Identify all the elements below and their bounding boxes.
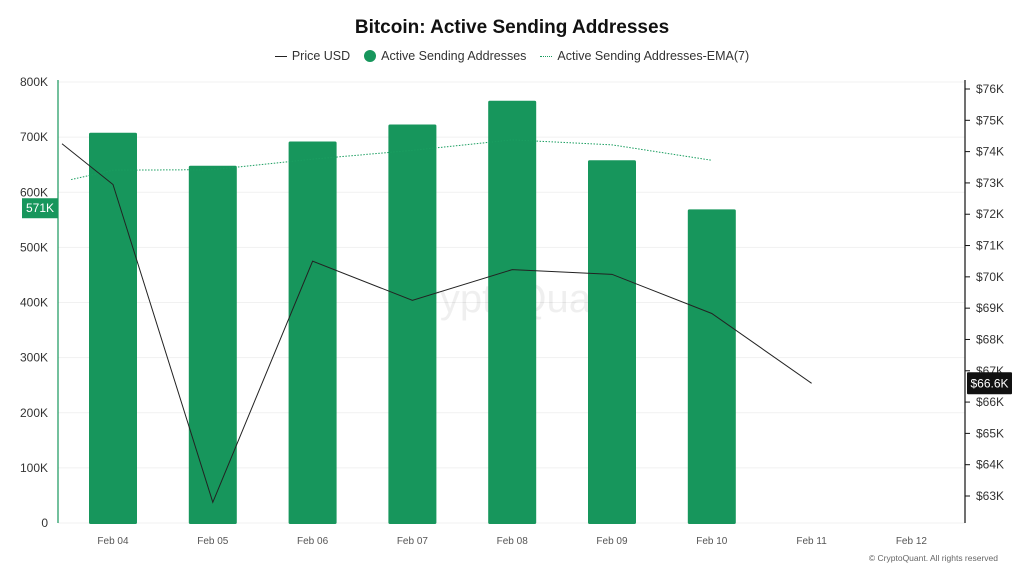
right-value-marker-label: $66.6K: [970, 376, 1008, 390]
bar-active-sending-addresses[interactable]: [188, 165, 237, 525]
x-tick-label: Feb 06: [297, 536, 329, 547]
y-right-tick-label: $73K: [976, 176, 1004, 190]
y-right-tick-label: $75K: [976, 113, 1004, 127]
y-left-tick-label: 700K: [20, 130, 48, 144]
bar-active-sending-addresses[interactable]: [488, 100, 537, 525]
x-tick-label: Feb 08: [497, 536, 529, 547]
y-right-tick-label: $70K: [976, 270, 1004, 284]
legend-label-price: Price USD: [291, 49, 351, 63]
y-right-tick-label: $72K: [976, 207, 1004, 221]
y-left-tick-label: 0: [41, 516, 48, 530]
legend-line-swatch: [274, 55, 287, 57]
bar-active-sending-addresses[interactable]: [588, 160, 636, 524]
legend-item-ema[interactable]: Active Sending Addresses-EMA(7): [540, 49, 749, 63]
legend-label-ema: Active Sending Addresses-EMA(7): [557, 49, 750, 63]
y-right-tick-label: $66K: [976, 395, 1004, 409]
y-right-tick-label: $65K: [976, 426, 1004, 440]
right-value-marker: [967, 372, 1012, 395]
left-value-marker-label: 571K: [26, 201, 54, 215]
x-tick-label: Feb 11: [796, 536, 827, 547]
y-left-tick-label: 500K: [20, 240, 48, 254]
y-right-tick-label: $69K: [976, 301, 1004, 315]
chart-title: Bitcoin: Active Sending Addresses: [354, 17, 670, 38]
x-tick-label: Feb 05: [197, 536, 229, 547]
x-tick-label: Feb 10: [696, 536, 728, 547]
y-right-tick-label: $71K: [976, 239, 1004, 253]
bar-active-sending-addresses[interactable]: [388, 124, 437, 524]
legend-label-active-sending-addresses: Active Sending Addresses: [381, 49, 527, 63]
bar-active-sending-addresses[interactable]: [687, 209, 736, 524]
y-right-tick-label: $76K: [976, 82, 1004, 96]
y-left-tick-label: 800K: [20, 75, 48, 89]
y-left-tick-label: 100K: [20, 461, 48, 475]
legend-dotted-swatch: [540, 55, 553, 57]
x-tick-label: Feb 07: [397, 536, 429, 547]
legend-item-active-sending-addresses[interactable]: Active Sending Addresses: [364, 49, 526, 63]
y-left-tick-label: 600K: [20, 185, 48, 199]
x-tick-label: Feb 12: [896, 536, 928, 547]
bar-active-sending-addresses[interactable]: [89, 132, 137, 524]
y-right-tick-label: $68K: [976, 332, 1004, 346]
y-left-tick-label: 200K: [20, 406, 48, 420]
y-left-tick-label: 400K: [20, 296, 48, 310]
y-right-tick-label: $74K: [976, 145, 1004, 159]
series-line-price: [61, 143, 812, 504]
y-right-tick-label: $64K: [976, 458, 1004, 472]
y-right-tick-label: $63K: [976, 489, 1004, 503]
x-tick-label: Feb 04: [97, 536, 129, 547]
y-left-tick-label: 300K: [20, 351, 48, 365]
chart-legend: Price USD Active Sending Addresses Activ…: [0, 49, 1024, 63]
legend-dot-swatch: [364, 50, 377, 62]
x-tick-label: Feb 09: [596, 536, 628, 547]
legend-item-price[interactable]: Price USD: [274, 49, 351, 63]
copyright-notice: © CryptoQuant. All rights reserved: [868, 553, 998, 563]
left-value-marker: [22, 198, 58, 219]
bar-active-sending-addresses[interactable]: [288, 141, 337, 524]
